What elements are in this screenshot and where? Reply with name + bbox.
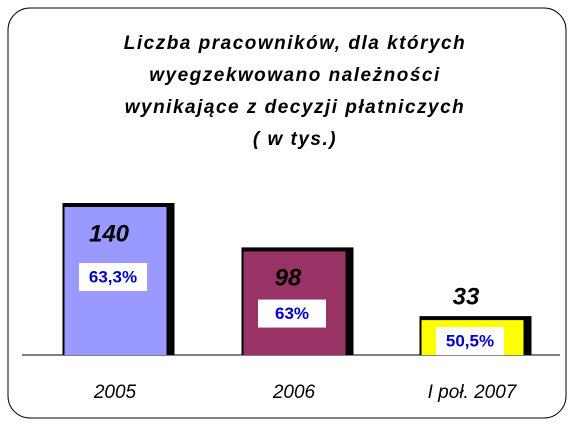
percent-box <box>258 299 326 328</box>
chart-title: wynikające z decyzji płatniczych <box>125 97 466 118</box>
value-label: 140 <box>89 220 130 247</box>
x-tick-label: 2006 <box>272 382 316 403</box>
chart-title: ( w tys.) <box>253 129 337 150</box>
percent-label: 50,5% <box>446 332 494 351</box>
percent-box <box>79 263 147 291</box>
percent-box <box>436 327 504 356</box>
x-tick-label: I poł. 2007 <box>428 382 518 403</box>
value-label: 98 <box>275 265 302 292</box>
chart-title: Liczba pracowników, dla których <box>124 33 466 54</box>
x-tick-label: 2005 <box>93 382 137 403</box>
percent-label: 63% <box>275 304 309 323</box>
chart-title: wyegzekwowano należności <box>149 65 441 86</box>
percent-label: 63,3% <box>89 267 137 286</box>
value-label: 33 <box>453 283 480 310</box>
